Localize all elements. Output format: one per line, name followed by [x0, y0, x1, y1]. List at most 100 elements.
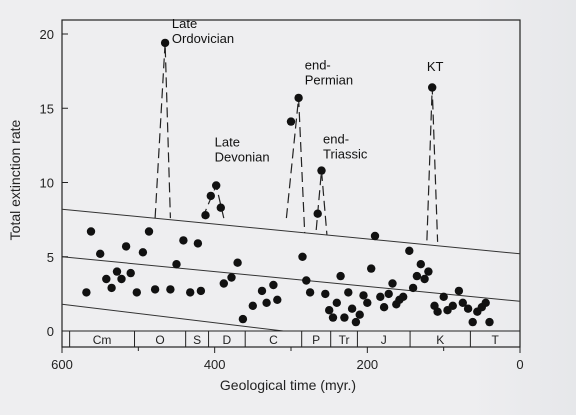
event-label: end-Permian — [305, 57, 353, 87]
event-label-line: Late — [172, 16, 197, 31]
data-point — [82, 288, 91, 297]
event-label-line: Triassic — [323, 147, 368, 162]
data-point — [313, 209, 322, 218]
y-axis-title: Total extinction rate — [7, 119, 23, 240]
data-point — [367, 264, 376, 273]
data-point — [325, 306, 334, 315]
data-point — [302, 276, 311, 285]
data-point — [238, 314, 248, 324]
data-point — [269, 280, 278, 290]
page-background-edge — [470, 0, 576, 415]
data-point — [384, 289, 393, 299]
period-strip: Cm O S D C P Tr J K T — [62, 330, 520, 347]
data-point — [262, 298, 271, 307]
trend-line — [61, 208, 521, 255]
data-point — [273, 295, 282, 304]
data-point — [468, 317, 477, 327]
event-label: Late Ordovician — [172, 16, 234, 46]
x-tick-label: 200 — [356, 357, 378, 372]
data-point — [144, 227, 154, 236]
data-point — [405, 246, 414, 255]
event-label-line: Ordovician — [172, 31, 234, 46]
data-point — [201, 211, 210, 220]
period-label: Tr — [339, 333, 350, 347]
x-tick-label: 600 — [51, 357, 73, 372]
x-tick-label: 400 — [204, 357, 226, 372]
event-label-line: KT — [427, 59, 444, 74]
data-point — [186, 288, 195, 297]
data-point — [121, 242, 131, 251]
data-point — [107, 283, 116, 293]
y-tick-label: 0 — [47, 324, 54, 339]
data-point — [193, 239, 203, 248]
data-point — [179, 236, 188, 245]
data-point — [150, 285, 160, 294]
data-point — [96, 249, 105, 258]
data-point — [332, 298, 341, 307]
period-label: D — [223, 333, 232, 347]
data-point — [321, 289, 330, 299]
data-point — [376, 292, 385, 301]
trend-line — [61, 303, 284, 332]
dashed-spike — [426, 87, 439, 242]
period-label: J — [381, 333, 387, 347]
data-point — [328, 313, 338, 322]
data-point — [219, 279, 228, 288]
period-label: K — [436, 333, 444, 347]
data-point — [370, 231, 380, 241]
event-label: end-Triassic — [323, 132, 368, 162]
dashed-spikes — [154, 42, 439, 242]
event-label-line: end- — [305, 57, 331, 72]
trend-line — [61, 256, 521, 302]
period-label: P — [312, 333, 320, 347]
data-point — [138, 248, 148, 257]
data-point — [227, 273, 236, 282]
data-point — [126, 268, 135, 278]
data-point — [86, 227, 96, 236]
data-point — [206, 191, 215, 201]
data-point — [388, 279, 397, 288]
period-label: S — [193, 333, 201, 347]
data-point — [233, 258, 242, 267]
data-point — [294, 93, 303, 103]
data-point — [408, 283, 418, 293]
period-label: C — [269, 333, 278, 347]
dashed-spike — [315, 170, 328, 235]
data-point — [347, 304, 357, 313]
period-label: O — [155, 333, 164, 347]
data-point — [196, 286, 206, 296]
data-point — [298, 252, 307, 261]
data-point — [399, 292, 408, 301]
data-point — [216, 203, 225, 212]
plot-frame — [61, 19, 521, 348]
data-point — [317, 166, 326, 175]
data-point — [448, 301, 457, 310]
axes: 0 5 10 15 20 600 400 200 0 — [40, 27, 524, 372]
data-point — [485, 317, 494, 327]
data-point — [439, 292, 448, 301]
data-point — [336, 271, 345, 281]
event-label-line: Late — [215, 135, 240, 150]
data-point — [248, 301, 257, 310]
event-label: Late Devonian — [215, 135, 270, 165]
data-point — [412, 271, 422, 281]
data-point — [117, 274, 126, 284]
data-point — [359, 291, 368, 300]
data-point — [481, 298, 490, 307]
y-tick-label: 5 — [47, 250, 54, 265]
data-point — [132, 288, 141, 297]
data-point — [172, 260, 181, 269]
data-point — [340, 313, 349, 322]
data-point — [363, 298, 372, 307]
data-point — [160, 38, 170, 48]
data-point — [416, 260, 425, 269]
y-tick-label: 15 — [40, 101, 54, 116]
y-tick-label: 10 — [40, 176, 54, 191]
data-point — [379, 303, 389, 312]
data-point — [112, 267, 122, 276]
data-point — [420, 274, 429, 284]
period-label: T — [492, 333, 500, 347]
y-tick-label: 20 — [40, 27, 54, 42]
